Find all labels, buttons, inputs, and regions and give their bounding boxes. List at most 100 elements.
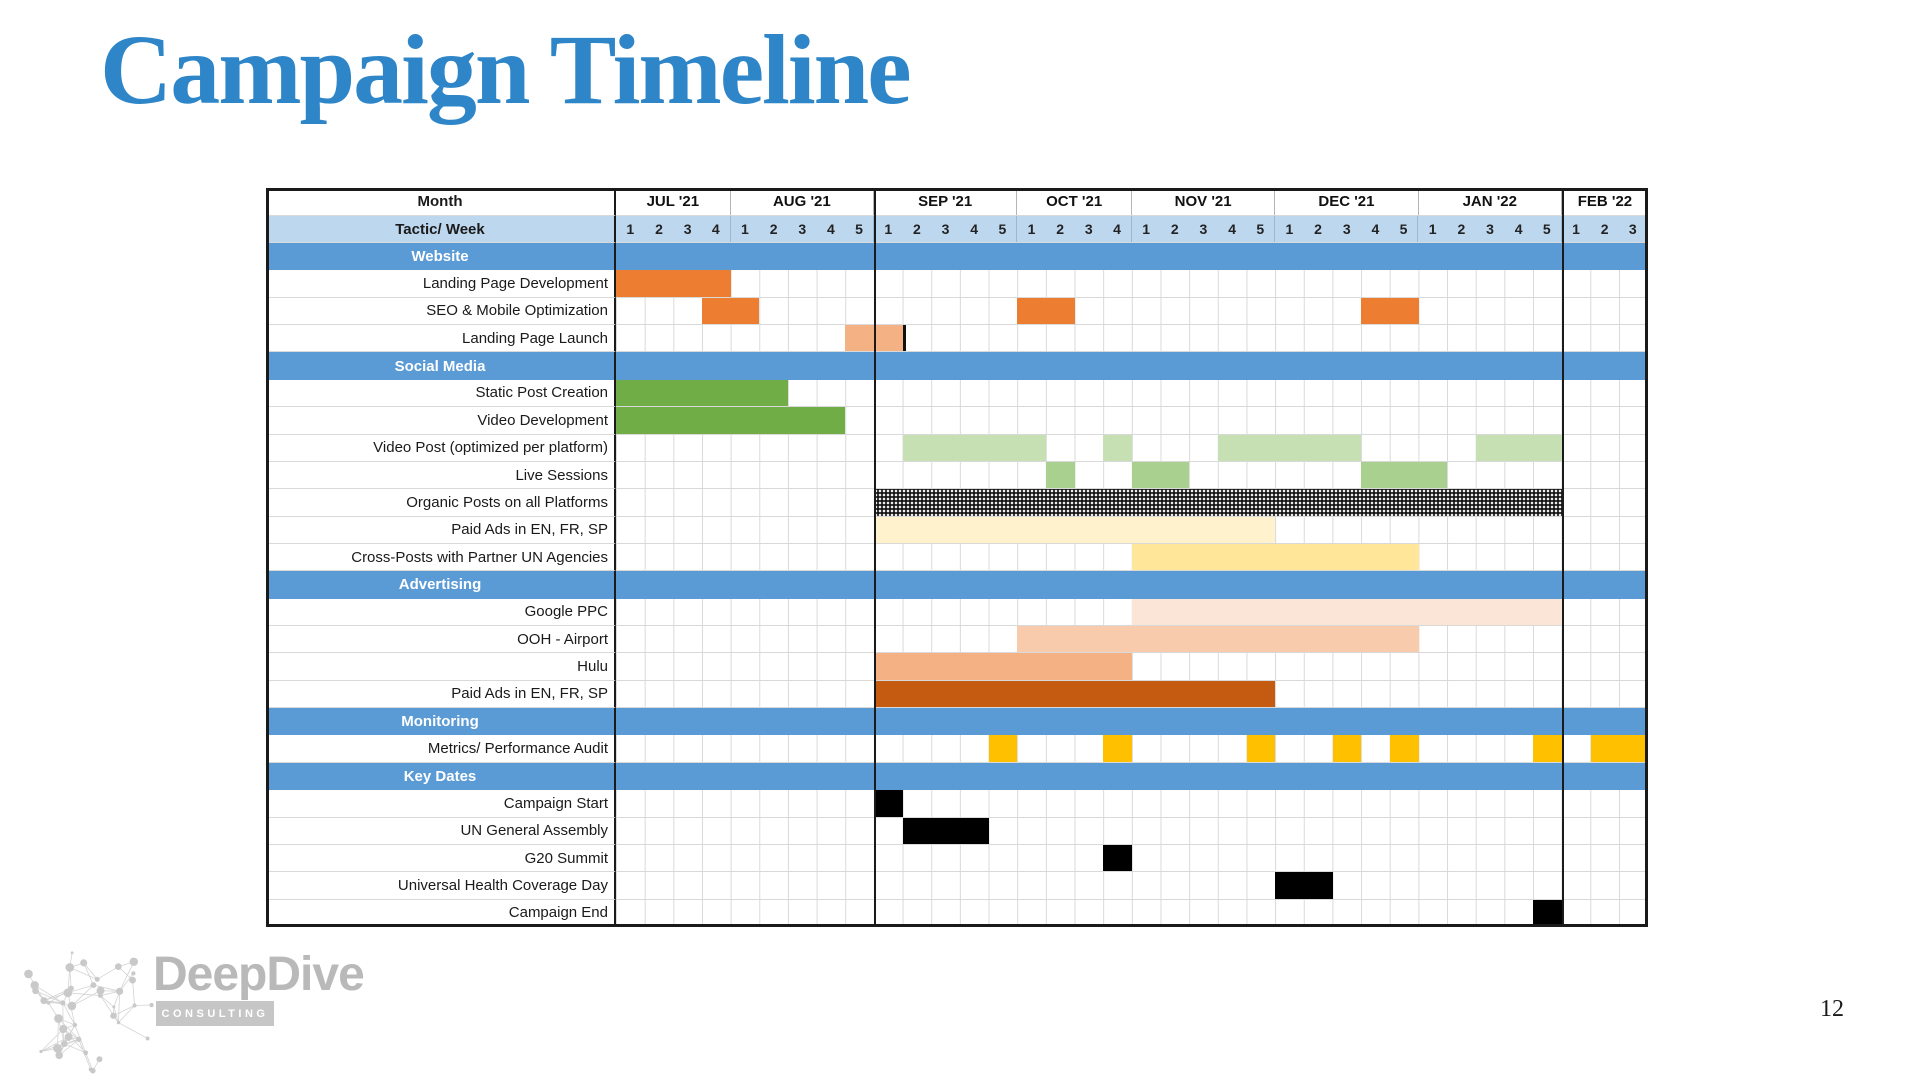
milestone-cell [1390,735,1419,761]
gantt-bar [1132,462,1189,488]
gantt-bar [874,653,1132,679]
row-label: Universal Health Coverage Day [266,872,616,899]
row-label: Campaign Start [266,790,616,817]
week-cell: 5 [1246,216,1275,242]
milestone-cell [989,735,1018,761]
row-label: Organic Posts on all Platforms [266,489,616,516]
gantt-row: SEO & Mobile Optimization [266,298,1648,325]
gantt-row: Static Post Creation [266,380,1648,407]
gantt-row: Metrics/ Performance Audit [266,735,1648,762]
row-label: Cross-Posts with Partner UN Agencies [266,544,616,571]
row-chart-area [616,872,1648,899]
section-row: Website [266,243,1648,270]
milestone-cell [1533,735,1562,761]
week-cell: 1 [616,216,645,242]
row-label: Live Sessions [266,462,616,489]
week-cell: 4 [1103,216,1132,242]
section-band [616,352,1648,379]
week-cell: 5 [845,216,874,242]
gantt-row: Organic Posts on all Platforms [266,489,1648,516]
row-chart-area [616,790,1648,817]
gantt-bar [874,489,1562,515]
row-label: Campaign End [266,900,616,927]
week-cell: 3 [931,216,960,242]
week-cell: 3 [1075,216,1104,242]
milestone-cell [1103,845,1132,871]
milestone-cell [1333,735,1362,761]
row-label: Landing Page Launch [266,325,616,352]
week-cell: 2 [1590,216,1619,242]
page-title: Campaign Timeline [100,20,910,120]
month-cell: SEP '21 [874,188,1017,215]
section-title: Monitoring [266,708,616,735]
row-label: UN General Assembly [266,818,616,845]
gantt-row: Landing Page Development [266,270,1648,297]
week-cell: 2 [903,216,932,242]
week-cell: 5 [1390,216,1419,242]
gantt-row: Video Development [266,407,1648,434]
row-label: Static Post Creation [266,380,616,407]
row-label: Paid Ads in EN, FR, SP [266,681,616,708]
week-cell: 1 [1562,216,1591,242]
logo: DeepDive CONSULTING [20,925,440,1080]
week-cell: 4 [817,216,846,242]
gantt-bar [616,270,731,296]
milestone-cell [1103,735,1132,761]
row-chart-area [616,818,1648,845]
gantt-bar [874,681,1275,707]
milestone-cell [1046,462,1075,488]
row-label: Paid Ads in EN, FR, SP [266,517,616,544]
week-cell: 1 [1132,216,1161,242]
gantt-row: Video Post (optimized per platform) [266,435,1648,462]
row-chart-area [616,270,1648,297]
gantt-row: Hulu [266,653,1648,680]
week-cell: 1 [1275,216,1304,242]
gantt-bar [1361,298,1418,324]
section-title: Social Media [266,352,616,379]
gantt-bar [702,298,759,324]
row-chart-area [616,653,1648,680]
milestone-cell [1533,900,1562,926]
gantt-row: Live Sessions [266,462,1648,489]
row-chart-area [616,599,1648,626]
gantt-row: Landing Page Launch [266,325,1648,352]
month-cell: DEC '21 [1275,188,1418,215]
page-number: 12 [1820,996,1844,1023]
gantt-row: Paid Ads in EN, FR, SP [266,517,1648,544]
row-chart-area [616,544,1648,571]
row-label: Google PPC [266,599,616,626]
logo-tagline-box: CONSULTING [156,1001,274,1026]
week-cell: 1 [874,216,903,242]
row-chart-area [616,626,1648,653]
section-title: Website [266,243,616,270]
month-cell: OCT '21 [1017,188,1132,215]
logo-tagline: CONSULTING [162,1008,269,1020]
milestone-cell [1103,435,1132,461]
row-chart-area [616,489,1648,516]
gantt-bar [1275,872,1332,898]
section-row: Social Media [266,352,1648,379]
month-cell: JUL '21 [616,188,731,215]
week-cell: 4 [702,216,731,242]
gantt-row: Campaign End [266,900,1648,927]
row-chart-area [616,298,1648,325]
row-chart-area [616,435,1648,462]
section-title: Key Dates [266,763,616,790]
week-cell: 2 [1447,216,1476,242]
section-band [616,571,1648,598]
gantt-bar [616,407,845,433]
gantt-row: OOH - Airport [266,626,1648,653]
week-cell: 2 [645,216,674,242]
emphasis-line [874,188,876,927]
gantt-bar [903,435,1046,461]
row-chart-area [616,900,1648,927]
week-cell: 4 [1504,216,1533,242]
month-cell: JAN '22 [1419,188,1562,215]
row-label: Metrics/ Performance Audit [266,735,616,762]
gantt-bar [1132,544,1419,570]
month-cell: AUG '21 [731,188,874,215]
